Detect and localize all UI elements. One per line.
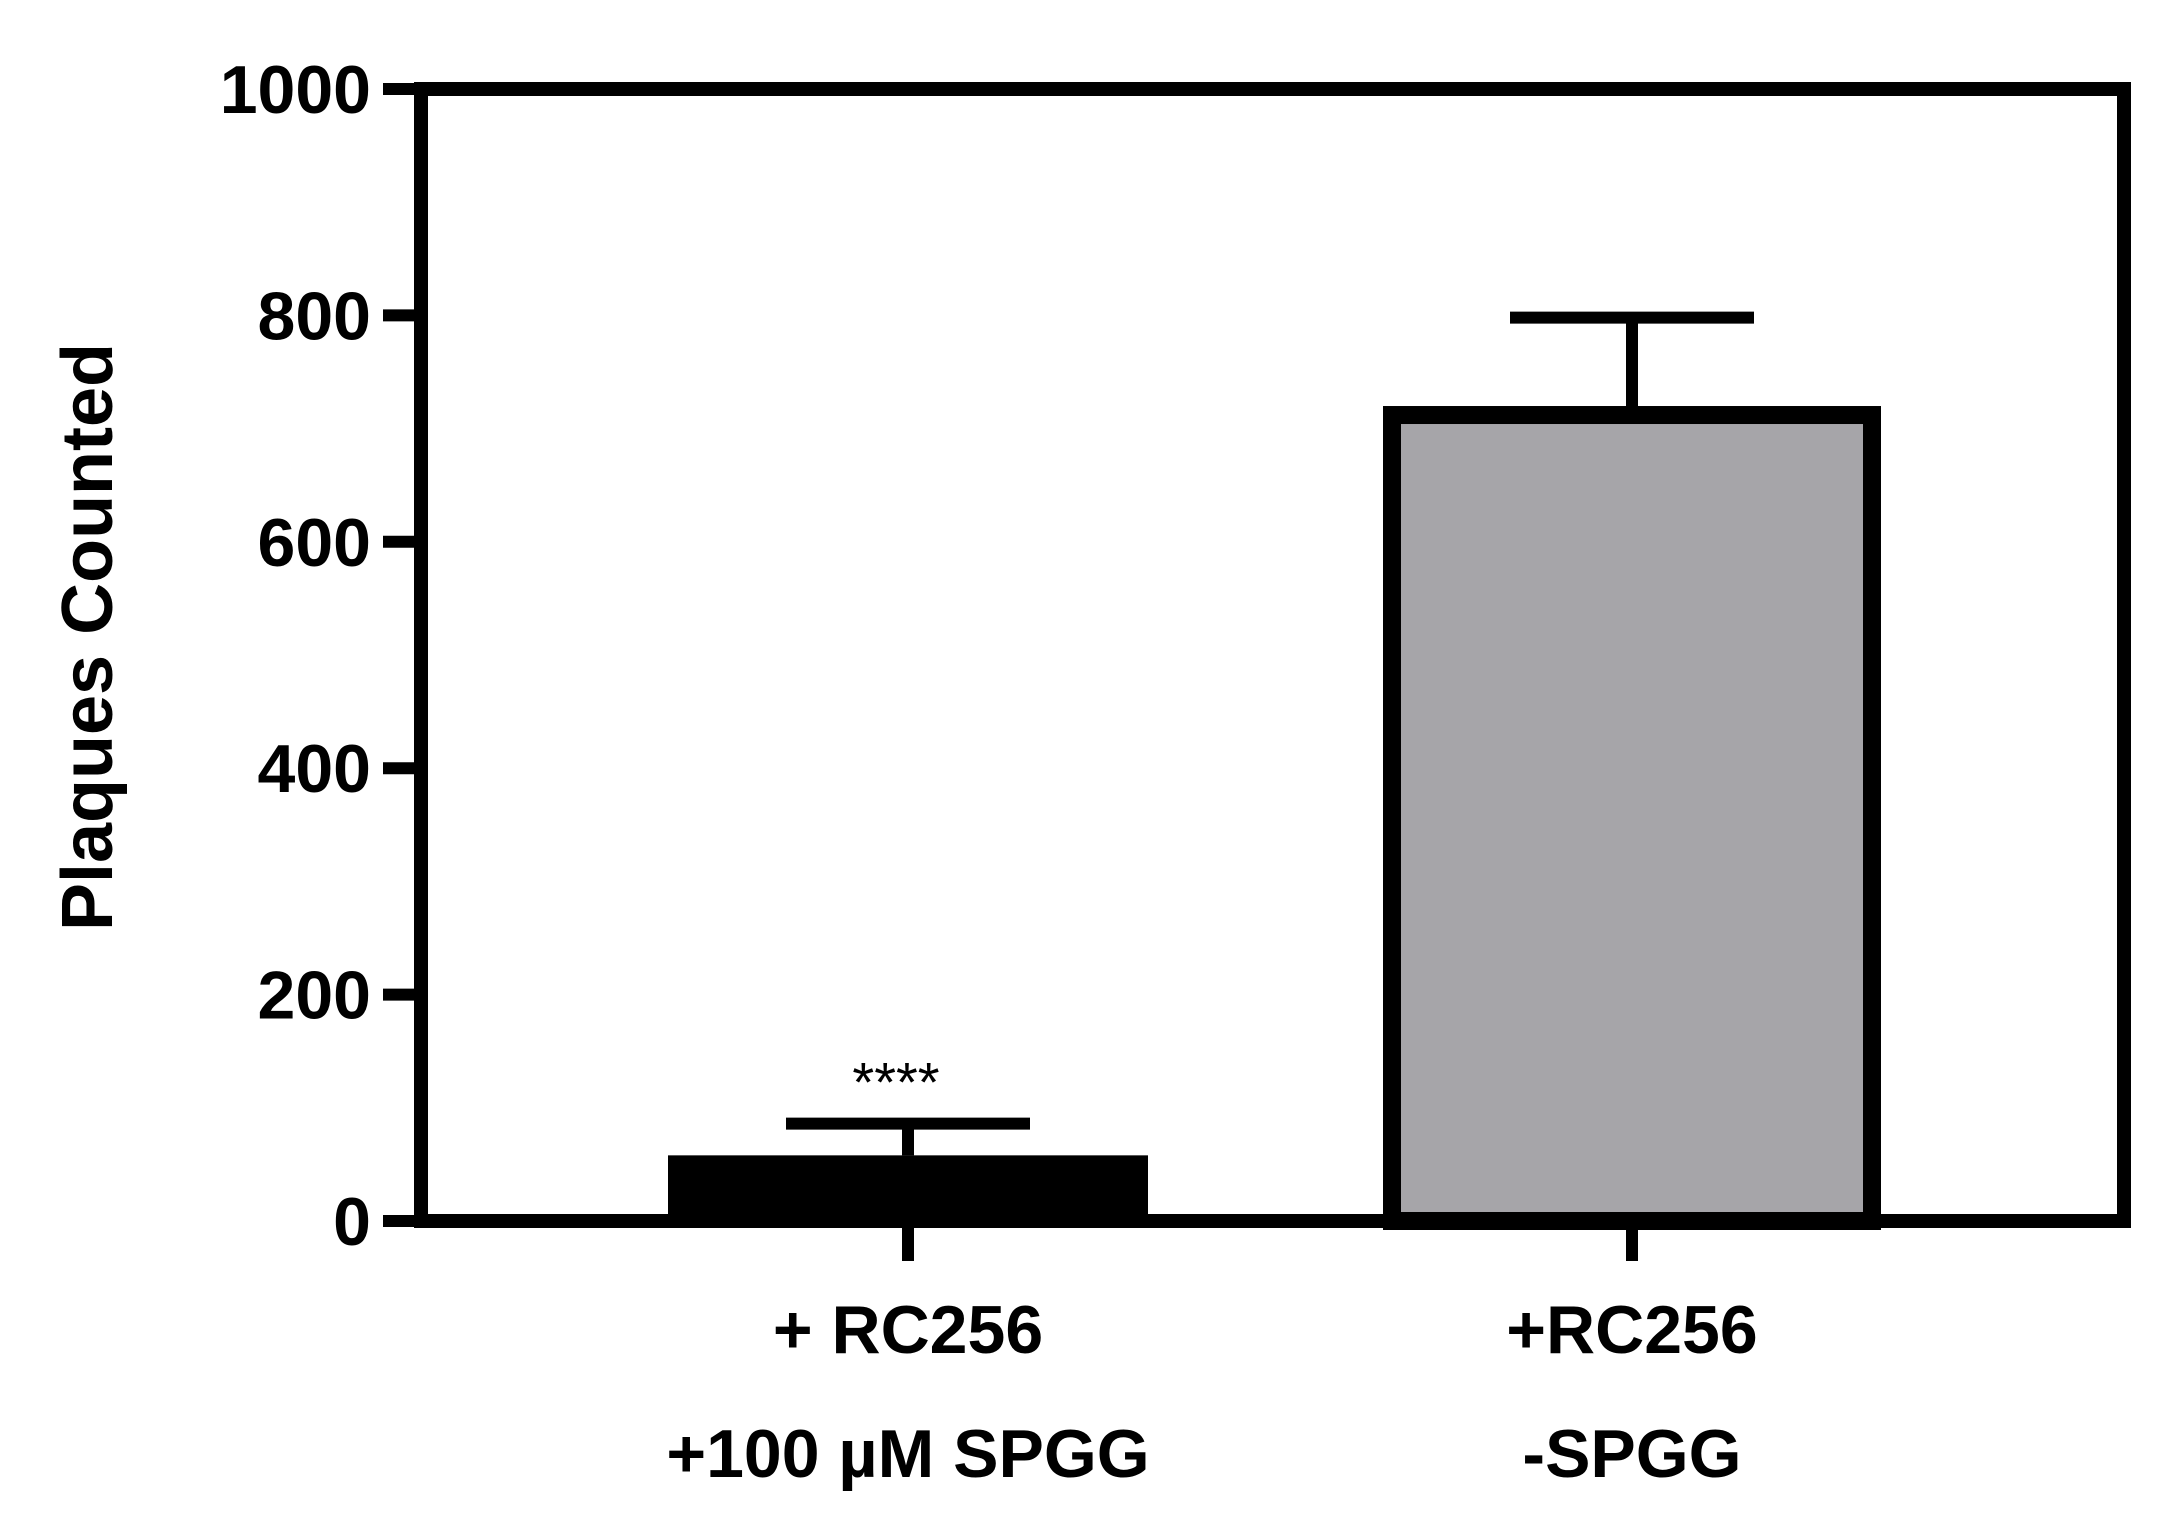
y-tick-label: 1000 <box>220 52 371 128</box>
bar <box>1383 406 1881 1230</box>
x-category-label-line1: + RC256 <box>773 1292 1043 1368</box>
y-tick-label: 0 <box>333 1184 371 1260</box>
x-category-label-line2: -SPGG <box>1522 1416 1741 1492</box>
bars-layer <box>668 311 1881 1230</box>
y-tick-label: 200 <box>258 958 371 1034</box>
x-category-label-line2: +100 µM SPGG <box>666 1416 1149 1492</box>
y-tick-label: 400 <box>258 731 371 807</box>
x-category-label-line1: +RC256 <box>1506 1292 1757 1368</box>
plot-frame <box>414 82 2131 1228</box>
y-axis-label: Plaques Counted <box>48 343 128 931</box>
significance-label: **** <box>852 1051 939 1114</box>
labels-layer: Plaques Counted 0 200 400 600 800 1000 + RC256… <box>48 52 1758 1492</box>
y-tick-label: 600 <box>258 505 371 581</box>
y-tick-label: 800 <box>258 278 371 354</box>
bar <box>668 1155 1148 1221</box>
